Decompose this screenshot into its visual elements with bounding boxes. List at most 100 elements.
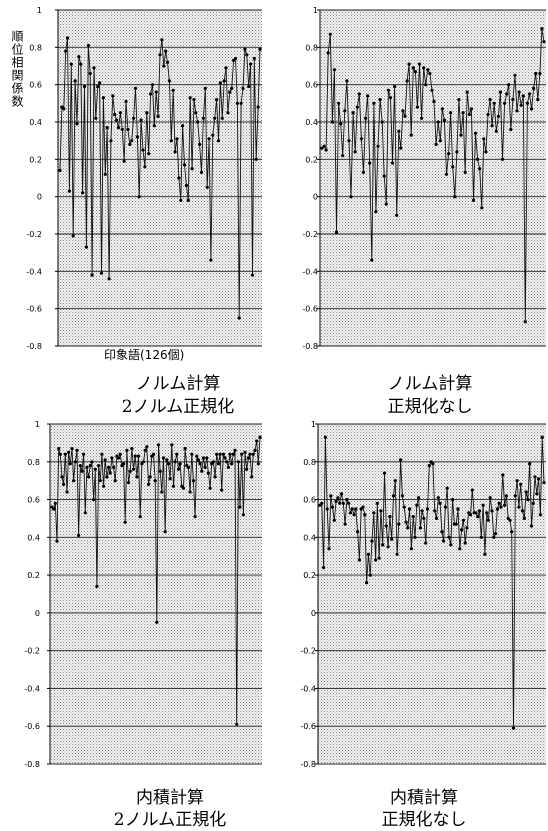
data-point bbox=[542, 481, 546, 485]
data-point bbox=[184, 183, 188, 188]
data-point bbox=[465, 90, 469, 94]
data-point bbox=[519, 103, 523, 107]
data-point bbox=[203, 465, 207, 469]
data-point bbox=[193, 515, 197, 519]
data-point bbox=[384, 524, 388, 528]
data-point bbox=[252, 56, 256, 61]
data-point bbox=[73, 79, 77, 83]
y-tick-label: -0.2 bbox=[300, 647, 316, 656]
data-point bbox=[415, 105, 419, 109]
data-point bbox=[238, 505, 242, 509]
data-point bbox=[147, 152, 151, 156]
data-point bbox=[206, 471, 210, 475]
data-point bbox=[436, 496, 440, 500]
data-point bbox=[230, 86, 234, 90]
data-point bbox=[515, 109, 519, 113]
data-point bbox=[432, 99, 436, 104]
data-point bbox=[87, 475, 91, 479]
data-point bbox=[228, 90, 232, 94]
data-point bbox=[166, 462, 171, 466]
data-point bbox=[198, 142, 202, 146]
data-point bbox=[203, 86, 207, 90]
data-point bbox=[458, 547, 462, 551]
data-point bbox=[113, 112, 117, 117]
data-point bbox=[326, 51, 330, 55]
data-point bbox=[77, 55, 81, 59]
data-point bbox=[540, 27, 544, 31]
data-point bbox=[215, 98, 219, 102]
data-point bbox=[338, 501, 342, 505]
data-point bbox=[368, 161, 372, 165]
data-point bbox=[160, 490, 164, 494]
data-point bbox=[192, 98, 196, 102]
data-point bbox=[393, 84, 397, 89]
data-point bbox=[226, 111, 230, 115]
data-point bbox=[130, 447, 134, 451]
data-point bbox=[444, 172, 449, 176]
data-point bbox=[382, 174, 386, 178]
data-point bbox=[363, 513, 367, 517]
y-tick-label: 0.6 bbox=[27, 496, 40, 505]
data-point bbox=[249, 62, 253, 66]
data-point bbox=[145, 445, 149, 449]
data-point bbox=[90, 273, 94, 277]
data-point bbox=[350, 507, 354, 511]
data-point bbox=[509, 127, 513, 132]
data-point bbox=[112, 465, 116, 469]
data-point bbox=[485, 511, 489, 515]
data-point bbox=[417, 496, 421, 500]
data-point bbox=[211, 460, 215, 464]
data-point bbox=[527, 92, 532, 96]
data-point bbox=[256, 105, 260, 109]
data-point bbox=[404, 520, 408, 524]
data-point bbox=[135, 135, 139, 139]
data-point bbox=[535, 492, 539, 496]
data-point bbox=[380, 120, 384, 124]
y-tick-label: -0.4 bbox=[302, 267, 318, 276]
data-point bbox=[163, 530, 167, 534]
data-point bbox=[413, 535, 417, 539]
data-point bbox=[349, 195, 353, 199]
data-point bbox=[496, 114, 500, 118]
data-point bbox=[354, 507, 358, 511]
data-point bbox=[75, 448, 79, 452]
data-point bbox=[517, 505, 521, 509]
chart-dot-none: -0.8 -0.6 -0.4 -0.2 0 0.2 0.4 0.6 0.8 1 bbox=[300, 420, 546, 769]
data-point bbox=[325, 507, 329, 511]
data-point bbox=[510, 530, 514, 534]
data-point bbox=[170, 443, 174, 447]
data-point bbox=[133, 86, 138, 90]
caption-top-right-line1: ノルム計算 bbox=[387, 374, 473, 394]
data-point bbox=[327, 547, 331, 551]
data-point bbox=[468, 513, 473, 517]
data-point bbox=[366, 94, 370, 98]
y-tick-label: -0.2 bbox=[302, 230, 318, 239]
data-point bbox=[143, 448, 147, 452]
data-point bbox=[230, 462, 234, 466]
data-point bbox=[511, 726, 516, 730]
data-point bbox=[499, 505, 503, 509]
data-point bbox=[537, 477, 541, 481]
data-point bbox=[451, 498, 455, 502]
data-point bbox=[169, 139, 173, 143]
data-point bbox=[209, 258, 213, 262]
data-point bbox=[332, 518, 336, 522]
caption-top-left-line2: 2ノルム正規化 bbox=[121, 397, 235, 417]
data-point bbox=[408, 507, 412, 511]
data-point bbox=[175, 137, 179, 141]
data-point bbox=[52, 507, 56, 511]
data-point bbox=[320, 501, 324, 505]
data-point bbox=[82, 452, 86, 456]
data-point bbox=[374, 558, 378, 562]
data-point bbox=[343, 522, 347, 526]
data-point bbox=[463, 170, 467, 174]
data-point bbox=[402, 505, 406, 509]
data-point bbox=[345, 498, 349, 502]
data-point bbox=[334, 499, 338, 503]
data-point bbox=[131, 467, 136, 471]
data-point bbox=[239, 101, 243, 105]
data-point bbox=[243, 47, 247, 51]
data-point bbox=[515, 479, 519, 483]
data-point bbox=[190, 452, 194, 456]
data-point bbox=[224, 66, 228, 70]
